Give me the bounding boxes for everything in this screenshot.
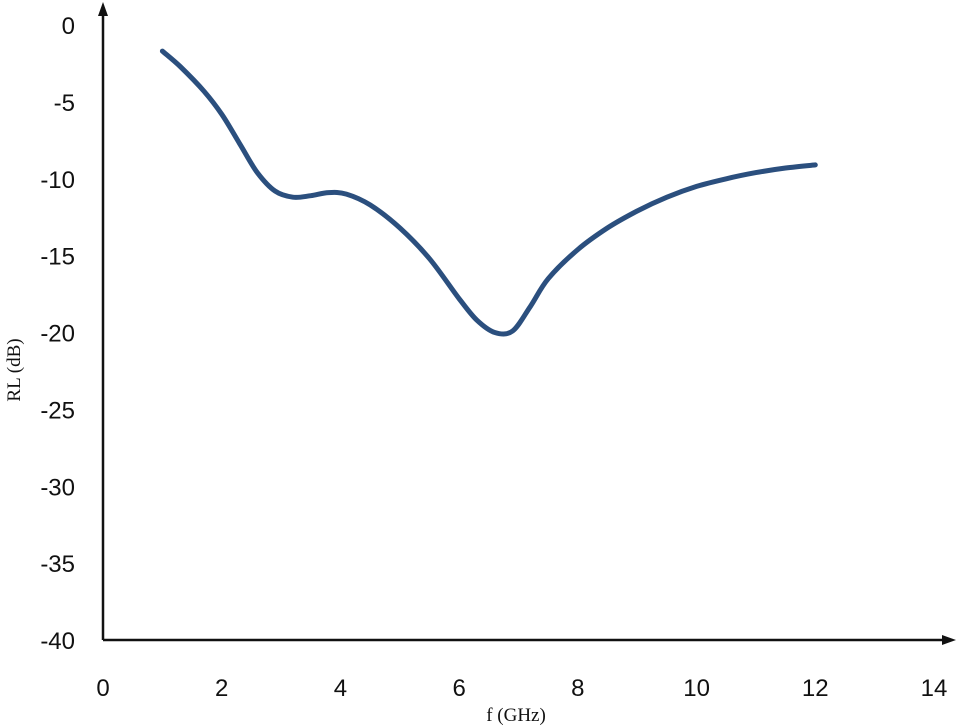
x-tick-label: 8 [571, 675, 584, 702]
x-tick-label: 4 [334, 675, 347, 702]
x-tick-label: 0 [96, 675, 109, 702]
x-axis-arrow-icon [942, 635, 956, 645]
x-tick-label: 12 [802, 675, 829, 702]
y-tick-label: -30 [40, 474, 75, 501]
y-tick-label: -15 [40, 244, 75, 271]
y-tick-label: -20 [40, 321, 75, 348]
y-tick-label: 0 [62, 13, 75, 40]
y-tick-label: -5 [54, 90, 75, 117]
x-tick-label: 10 [683, 675, 710, 702]
series-line [159, 48, 818, 337]
y-tick-label: -10 [40, 167, 75, 194]
y-tick-label: -35 [40, 551, 75, 578]
x-axis-ticks: 0 2 4 6 8 10 12 14 [96, 675, 947, 702]
x-tick-label: 2 [215, 675, 228, 702]
x-tick-label: 14 [921, 675, 948, 702]
y-tick-label: -40 [40, 628, 75, 655]
x-tick-label: 6 [452, 675, 465, 702]
y-axis-arrow-icon [98, 2, 108, 16]
y-axis-ticks: 0 -5 -10 -15 -20 -25 -30 -35 -40 [40, 13, 75, 655]
x-axis-title: f (GHz) [486, 705, 546, 726]
y-axis-title: RL (dB) [4, 338, 25, 401]
y-tick-label: -25 [40, 397, 75, 424]
